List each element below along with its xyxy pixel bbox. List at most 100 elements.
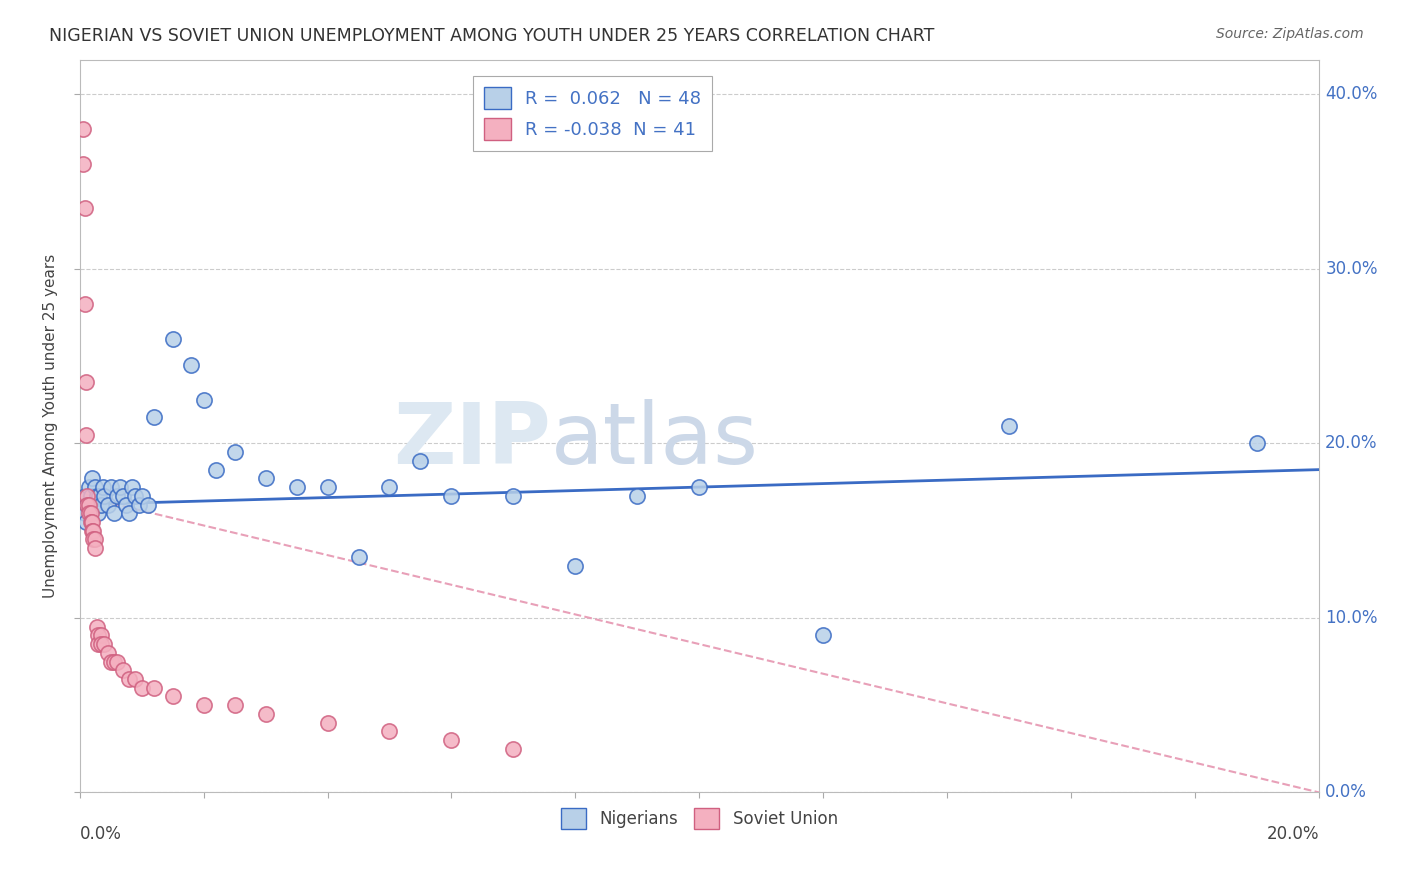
Point: [73, 489, 96, 503]
Point: [82, 533, 104, 547]
Point: [205, 462, 228, 476]
Point: [111, 663, 134, 677]
Point: [89, 489, 111, 503]
Point: [72, 157, 94, 171]
Point: [100, 480, 122, 494]
Point: [564, 558, 586, 573]
Point: [103, 506, 125, 520]
Point: [124, 489, 146, 503]
Point: [409, 454, 432, 468]
Point: [90, 498, 112, 512]
Point: [82, 524, 104, 538]
Point: [121, 480, 143, 494]
Point: [143, 410, 166, 425]
Point: [316, 480, 339, 494]
Text: NIGERIAN VS SOVIET UNION UNEMPLOYMENT AMONG YOUTH UNDER 25 YEARS CORRELATION CHA: NIGERIAN VS SOVIET UNION UNEMPLOYMENT AM…: [49, 27, 935, 45]
Point: [72, 122, 94, 136]
Point: [115, 498, 138, 512]
Point: [162, 332, 184, 346]
Point: [84, 541, 107, 556]
Point: [193, 698, 215, 713]
Point: [87, 637, 110, 651]
Point: [84, 480, 107, 494]
Point: [224, 698, 246, 713]
Point: [91, 480, 114, 494]
Y-axis label: Unemployment Among Youth under 25 years: Unemployment Among Youth under 25 years: [44, 254, 58, 599]
Point: [118, 672, 141, 686]
Point: [688, 480, 710, 494]
Point: [193, 392, 215, 407]
Text: 10.0%: 10.0%: [1326, 609, 1378, 627]
Point: [162, 690, 184, 704]
Point: [105, 489, 128, 503]
Text: 20.0%: 20.0%: [1326, 434, 1378, 452]
Point: [626, 489, 648, 503]
Point: [502, 489, 524, 503]
Point: [86, 620, 108, 634]
Point: [87, 628, 110, 642]
Text: atlas: atlas: [551, 399, 759, 483]
Point: [80, 471, 103, 485]
Point: [84, 533, 107, 547]
Point: [316, 715, 339, 730]
Point: [131, 681, 153, 695]
Point: [100, 655, 122, 669]
Point: [440, 733, 463, 747]
Point: [108, 480, 131, 494]
Point: [180, 358, 202, 372]
Point: [105, 655, 128, 669]
Point: [75, 376, 97, 390]
Point: [75, 427, 97, 442]
Point: [1246, 436, 1268, 450]
Point: [93, 637, 115, 651]
Text: 0.0%: 0.0%: [80, 825, 121, 844]
Text: ZIP: ZIP: [392, 399, 551, 483]
Text: 40.0%: 40.0%: [1326, 86, 1378, 103]
Legend: Nigerians, Soviet Union: Nigerians, Soviet Union: [554, 802, 845, 836]
Point: [96, 498, 118, 512]
Point: [80, 489, 103, 503]
Point: [254, 706, 277, 721]
Point: [813, 628, 835, 642]
Point: [77, 506, 100, 520]
Point: [93, 489, 115, 503]
Point: [75, 515, 97, 529]
Point: [86, 489, 108, 503]
Point: [76, 489, 98, 503]
Point: [73, 201, 96, 215]
Point: [378, 724, 401, 739]
Point: [90, 637, 112, 651]
Point: [76, 498, 98, 512]
Text: 20.0%: 20.0%: [1267, 825, 1319, 844]
Point: [73, 506, 96, 520]
Point: [502, 741, 524, 756]
Point: [80, 515, 103, 529]
Point: [378, 480, 401, 494]
Point: [118, 506, 141, 520]
Point: [96, 646, 118, 660]
Point: [77, 480, 100, 494]
Point: [285, 480, 308, 494]
Point: [136, 498, 159, 512]
Point: [124, 672, 146, 686]
Point: [80, 515, 103, 529]
Point: [73, 297, 96, 311]
Point: [103, 655, 125, 669]
Point: [87, 506, 110, 520]
Text: 30.0%: 30.0%: [1326, 260, 1378, 278]
Point: [347, 549, 370, 564]
Point: [80, 524, 103, 538]
Point: [90, 628, 112, 642]
Point: [82, 498, 104, 512]
Point: [131, 489, 153, 503]
Point: [80, 506, 103, 520]
Text: Source: ZipAtlas.com: Source: ZipAtlas.com: [1216, 27, 1364, 41]
Point: [224, 445, 246, 459]
Point: [998, 419, 1021, 434]
Point: [143, 681, 166, 695]
Point: [440, 489, 463, 503]
Point: [76, 498, 98, 512]
Point: [128, 498, 150, 512]
Point: [254, 471, 277, 485]
Point: [111, 489, 134, 503]
